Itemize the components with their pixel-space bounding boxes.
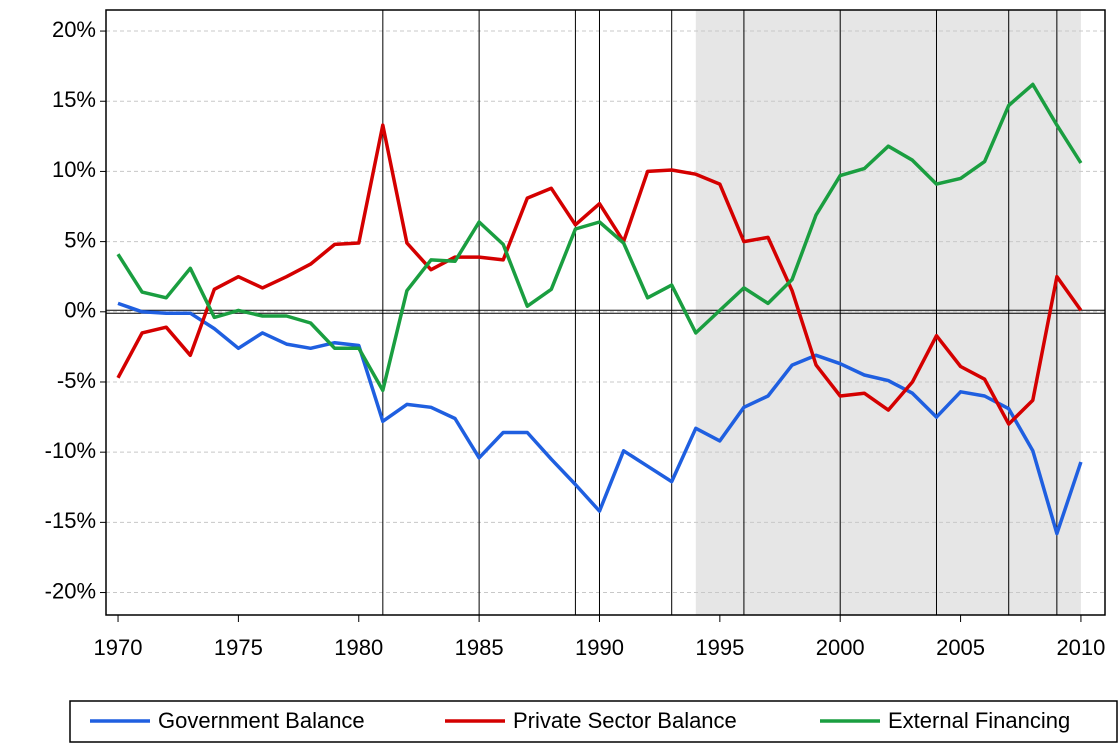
series-line bbox=[116, 123, 1083, 426]
x-tick-label: 2000 bbox=[816, 635, 865, 660]
legend-label: External Financing bbox=[888, 708, 1070, 733]
y-tick-label: -10% bbox=[45, 438, 96, 463]
x-tick-label: 1995 bbox=[695, 635, 744, 660]
series-line bbox=[116, 82, 1083, 393]
y-tick-label: 5% bbox=[64, 227, 96, 252]
series-line bbox=[117, 301, 1083, 536]
x-tick-label: 2005 bbox=[936, 635, 985, 660]
shaded-region bbox=[695, 10, 1081, 615]
x-tick-label: 1975 bbox=[214, 635, 263, 660]
x-tick-label: 2010 bbox=[1056, 635, 1105, 660]
y-tick-label: -15% bbox=[45, 508, 96, 533]
legend-box bbox=[69, 700, 1118, 743]
y-tick-label: -20% bbox=[45, 578, 96, 603]
legend-label: Private Sector Balance bbox=[513, 708, 737, 733]
plot-frame bbox=[105, 9, 1106, 616]
y-tick-label: 15% bbox=[52, 87, 96, 112]
x-tick-label: 1980 bbox=[334, 635, 383, 660]
x-tick-label: 1970 bbox=[94, 635, 143, 660]
x-tick-label: 1990 bbox=[575, 635, 624, 660]
x-tick-label: 1985 bbox=[455, 635, 504, 660]
y-tick-label: 20% bbox=[52, 17, 96, 42]
y-tick-label: 10% bbox=[52, 157, 96, 182]
legend-label: Government Balance bbox=[158, 708, 365, 733]
y-tick-label: -5% bbox=[57, 368, 96, 393]
y-tick-label: 0% bbox=[64, 298, 96, 323]
